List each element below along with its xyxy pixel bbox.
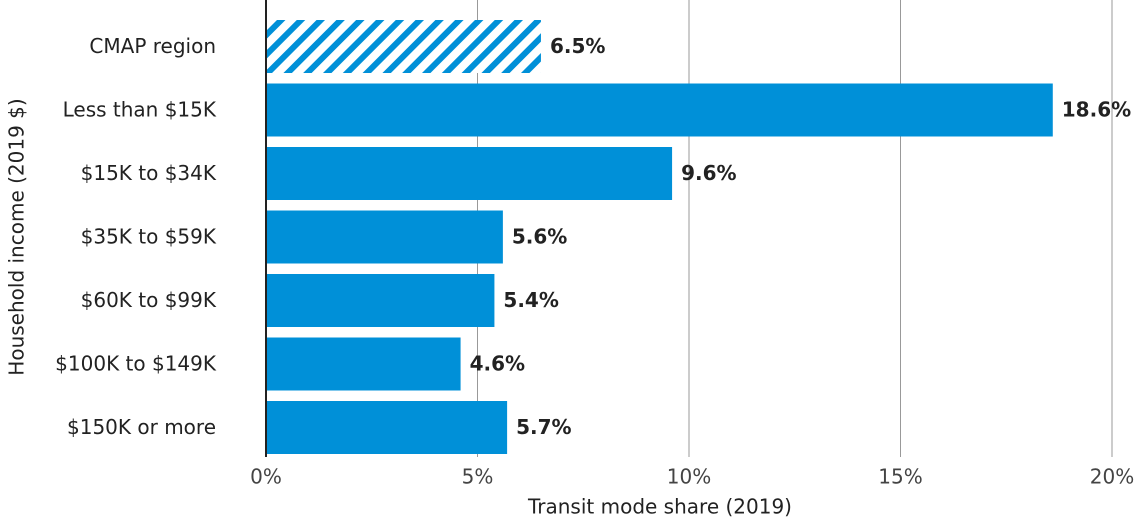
y-tick-label: CMAP region — [89, 34, 216, 58]
bar — [266, 401, 508, 454]
y-tick-label: $60K to $99K — [81, 288, 217, 312]
y-tick-label: Less than $15K — [63, 98, 217, 122]
data-label: 18.6% — [1062, 98, 1131, 122]
bar — [266, 83, 1053, 137]
data-label: 5.7% — [516, 415, 571, 439]
data-label: 5.6% — [512, 225, 567, 249]
x-tick-label: 0% — [250, 465, 282, 489]
data-label: 6.5% — [550, 34, 605, 58]
y-tick-label: $100K to $149K — [55, 352, 217, 376]
x-tick-label: 15% — [878, 465, 922, 489]
y-tick-label: $35K to $59K — [81, 225, 217, 249]
y-tick-label: $15K to $34K — [81, 161, 217, 185]
data-label: 4.6% — [470, 352, 525, 376]
bar — [266, 147, 673, 200]
x-axis-title: Transit mode share (2019) — [527, 495, 792, 519]
bar — [266, 20, 541, 73]
y-tick-label: $150K or more — [67, 415, 216, 439]
data-label: 9.6% — [681, 161, 736, 185]
x-tick-label: 10% — [667, 465, 711, 489]
bar — [266, 210, 503, 264]
y-axis-title: Household income (2019 $) — [5, 98, 29, 375]
bar — [266, 274, 495, 327]
bar — [266, 337, 461, 391]
x-tick-label: 5% — [462, 465, 494, 489]
data-label: 5.4% — [503, 288, 558, 312]
x-tick-label: 20% — [1090, 465, 1134, 489]
